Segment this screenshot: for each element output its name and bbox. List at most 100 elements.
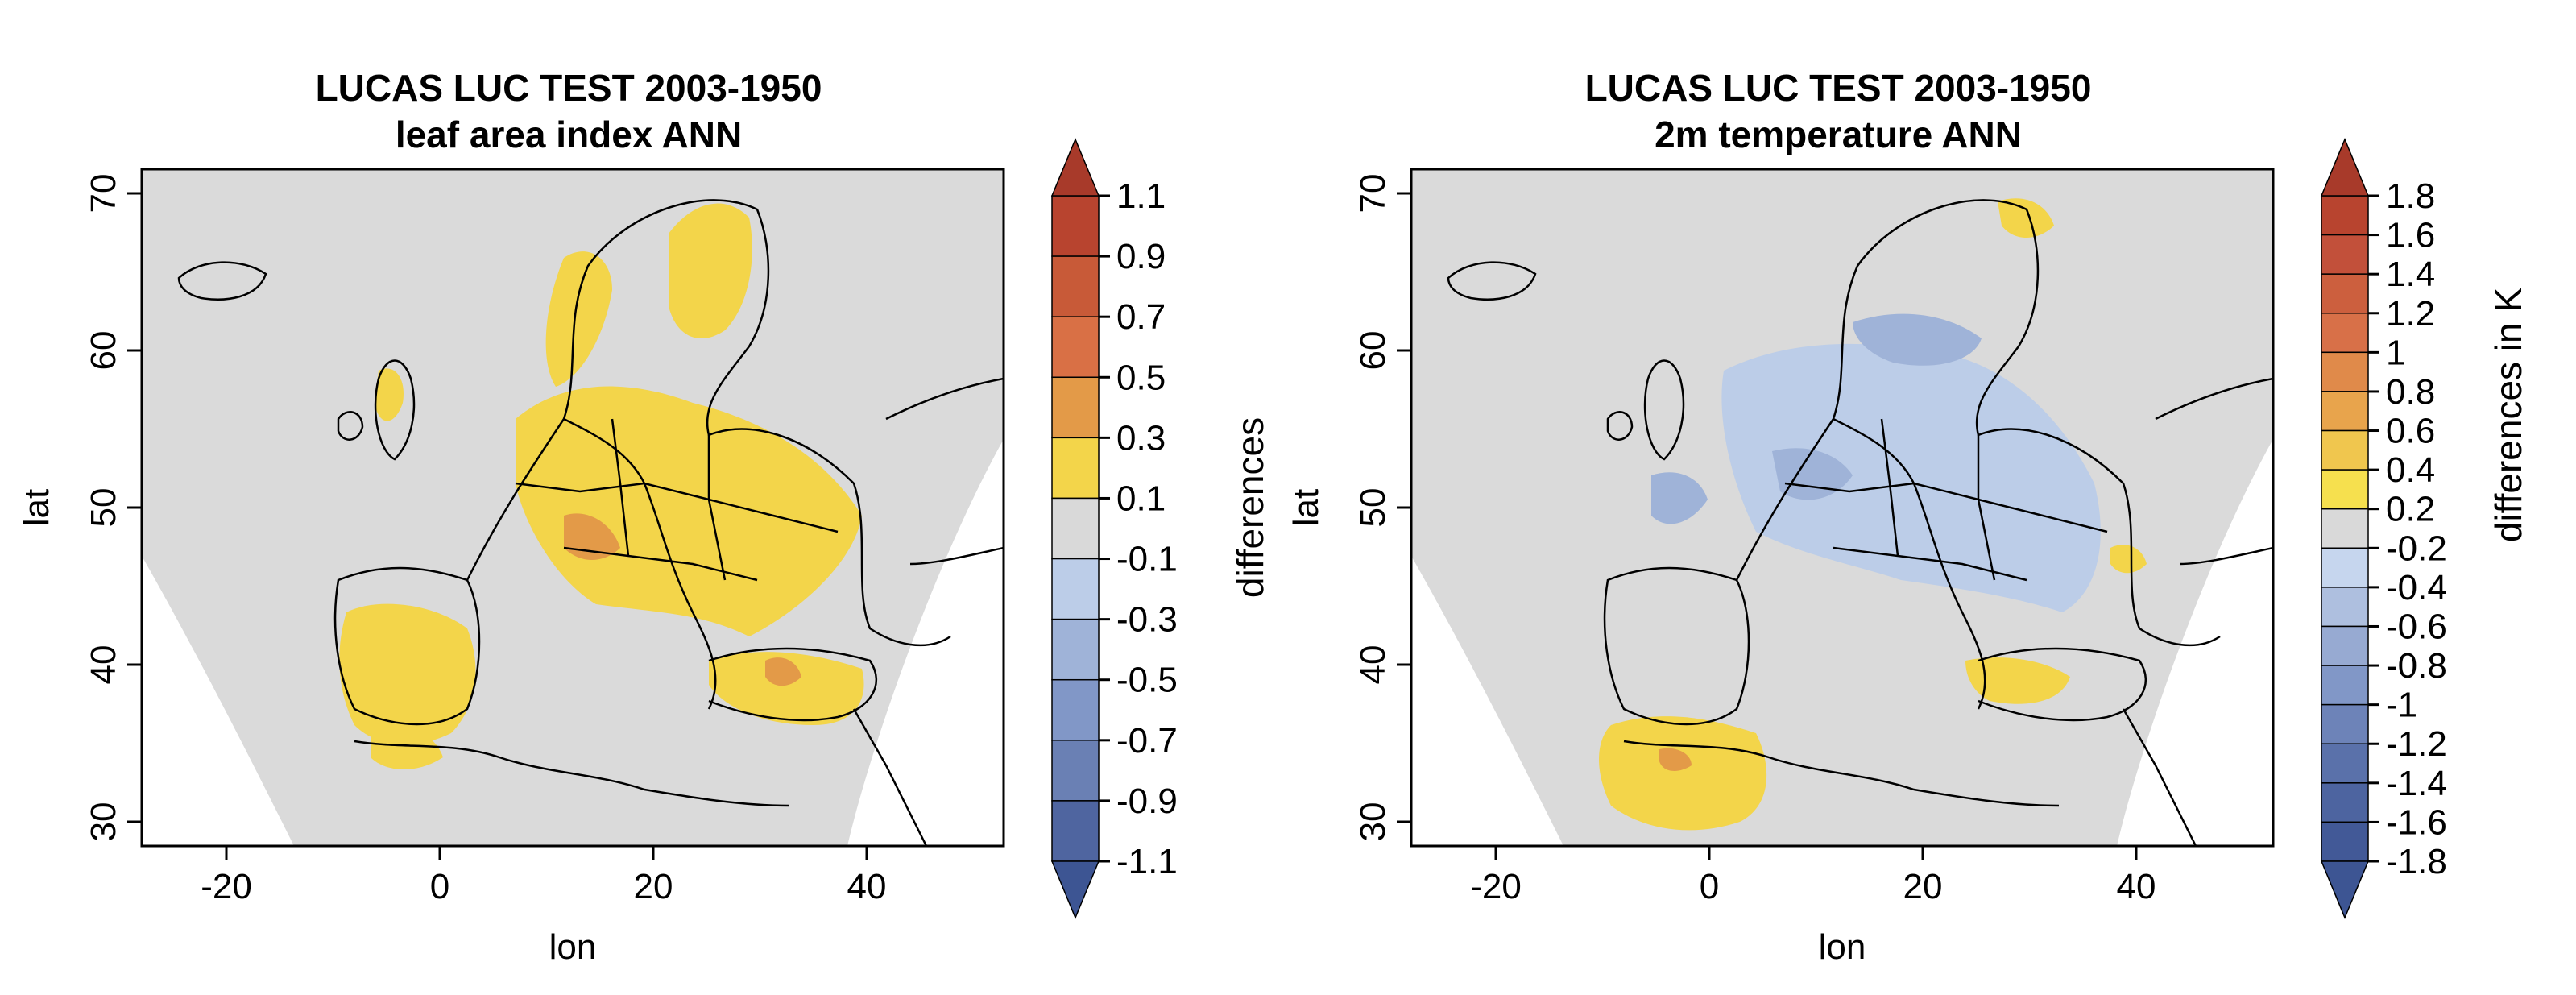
panel1-colorbar: 1.1 0.9 0.7 0.5 0.3 0.1 -0.1 -0.3 -0.5 -0.7 -0.9 -1… [1050,138,1178,919]
colorbar-tick-label: -0.7 [1116,721,1178,761]
y-tick-label: 50 [84,488,123,528]
panel1-ticks [127,192,868,860]
panel1-ylabel: lat [17,489,56,526]
colorbar-bin [2321,508,2369,549]
panel2-title-line2: 2m temperature ANN [1655,114,2022,155]
colorbar-tick-label: 0.7 [1116,297,1166,337]
colorbar-tick-label: 0.6 [2386,412,2435,451]
colorbar-tick-label: -0.5 [1116,661,1178,700]
colorbar-tick-label: -1.6 [2386,802,2447,842]
y-tick-label: 60 [84,331,123,371]
x-tick-label: 20 [634,867,673,906]
panel-2m-temperature: LUCAS LUC TEST 2003-1950 2m temperature … [1286,67,2529,967]
colorbar-tick-label: 1.4 [2386,255,2435,294]
colorbar-bin [1051,376,1100,439]
colorbar-bin [1051,740,1100,802]
colorbar-under-triangle [1050,860,1100,919]
colorbar-tick-label: 0.4 [2386,450,2435,490]
colorbar-bin [2321,391,2369,432]
colorbar-bin [2321,313,2369,354]
x-tick-label: 40 [847,867,887,906]
y-tick-label: 40 [84,645,123,685]
colorbar-over-triangle [2320,138,2370,197]
colorbar-tick-label: -1.2 [2386,724,2447,764]
colorbar-tick-label: 0.2 [2386,490,2435,529]
colorbar-tick-label: -0.9 [1116,781,1178,821]
colorbar-bin [1051,316,1100,379]
colorbar-bin [1051,618,1100,681]
colorbar-tick-label: 1.6 [2386,216,2435,255]
panel1-xlabel: lon [549,927,597,967]
colorbar-bin [1051,558,1100,620]
colorbar-tick-label: 0.5 [1116,358,1166,397]
y-tick-label: 40 [1353,645,1393,685]
x-tick-label: -20 [1470,867,1522,906]
colorbar-bin [1051,497,1100,560]
colorbar-under-triangle [2320,860,2370,919]
panel2-title-line1: LUCAS LUC TEST 2003-1950 [1585,67,2092,109]
colorbar-tick-label: 1.8 [2386,176,2435,216]
colorbar-bin [2321,351,2369,392]
colorbar-tick-label: 0.9 [1116,237,1166,276]
colorbar-tick-label: -1 [2386,686,2417,725]
colorbar-bin [1051,800,1100,862]
panel1-title-line1: LUCAS LUC TEST 2003-1950 [316,67,822,109]
colorbar-tick-label: -0.8 [2386,646,2447,686]
colorbar-tick-label: 1 [2386,333,2405,372]
colorbar-over-triangle [1050,138,1100,197]
panel2-coastlines [1447,199,2273,846]
colorbar-bin [1051,195,1100,257]
colorbar-tick-label: 1.2 [2386,294,2435,334]
colorbar-bin [2321,703,2369,744]
colorbar-tick-label: -1.1 [1116,842,1178,881]
x-tick-label: 40 [2117,867,2156,906]
panel1-colorbar-label: differences [1229,417,1271,598]
colorbar-tick-label: -1.4 [2386,764,2447,803]
colorbar-bin [2321,743,2369,784]
panel1-coastlines [177,199,1004,846]
panel2-map [1411,169,2273,846]
x-tick-label: -20 [201,867,252,906]
panel2-colorbar: 1.81.61.41.210.80.60.40.2-0.2-0.4-0.6-0.… [2320,138,2447,919]
x-tick-label: 0 [1700,867,1719,906]
panel2-colorbar-label: differences in K [2487,288,2529,543]
y-tick-label: 30 [84,802,123,842]
colorbar-bin [2321,782,2369,823]
y-tick-label: 50 [1353,488,1393,528]
colorbar-tick-label: -0.6 [2386,607,2447,646]
colorbar-tick-label: 0.1 [1116,479,1166,518]
colorbar-bin [1051,678,1100,741]
x-tick-label: 0 [430,867,449,906]
colorbar-bin [2321,625,2369,666]
panel1-title-line2: leaf area index ANN [396,114,742,155]
panel2-ticks [1397,192,2138,860]
colorbar-bin [2321,429,2369,471]
colorbar-tick-label: -0.4 [2386,568,2447,607]
y-tick-label: 70 [84,174,123,214]
y-tick-label: 30 [1353,802,1393,842]
colorbar-tick-label: -0.2 [2386,529,2447,568]
colorbar-bin [2321,273,2369,314]
colorbar-bin [2321,547,2369,588]
colorbar-tick-label: 0.3 [1116,418,1166,458]
colorbar-bin [2321,234,2369,275]
panel1-map [142,169,1004,846]
colorbar-bin [1051,255,1100,317]
panel2-ylabel: lat [1286,489,1326,526]
colorbar-tick-label: -0.1 [1116,540,1178,579]
colorbar-bin [2321,469,2369,510]
panel2-xlabel: lon [1819,927,1866,967]
colorbar-tick-label: 1.1 [1116,176,1166,216]
y-tick-label: 60 [1353,331,1393,371]
colorbar-tick-label: -1.8 [2386,842,2447,881]
colorbar-tick-label: -0.3 [1116,600,1178,640]
colorbar-bin [2321,821,2369,862]
colorbar-bin [2321,587,2369,628]
colorbar-bin [1051,437,1100,500]
panel-leaf-area-index: LUCAS LUC TEST 2003-1950 leaf area index… [17,67,1271,967]
colorbar-bin [2321,195,2369,236]
colorbar-tick-label: 0.8 [2386,372,2435,412]
x-tick-label: 20 [1903,867,1943,906]
colorbar-bin [2321,665,2369,706]
